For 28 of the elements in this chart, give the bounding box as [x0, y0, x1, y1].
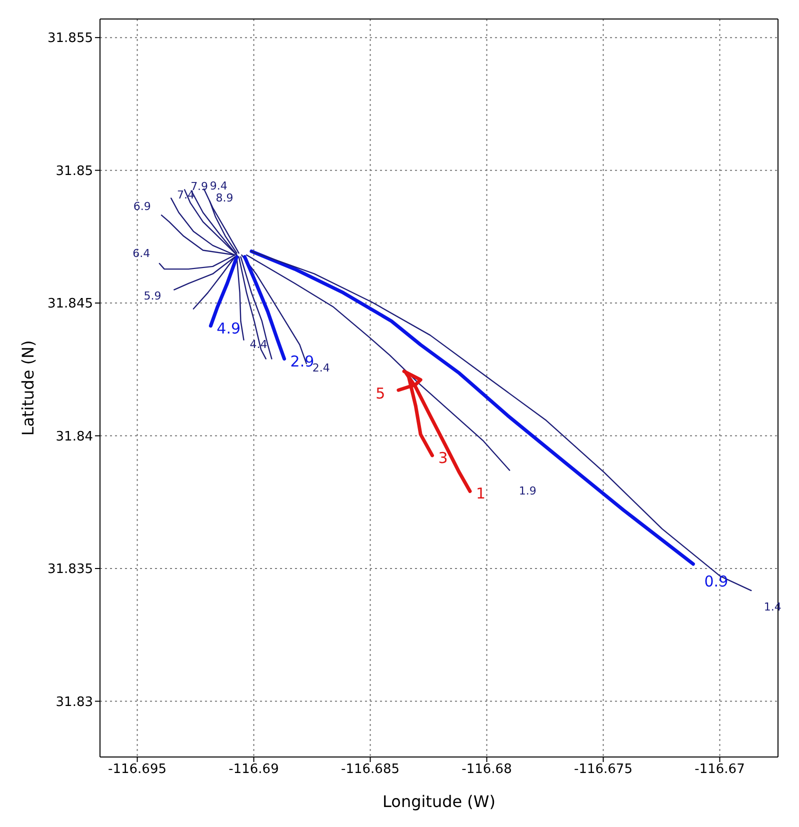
x-tick-label: -116.69 — [228, 762, 279, 778]
series-label: 5 — [376, 384, 386, 402]
y-axis-title: Latitude (N) — [18, 340, 38, 436]
y-tick-label: 31.835 — [48, 562, 93, 578]
x-tick-label: -116.67 — [694, 762, 745, 778]
x-tick-label: -116.675 — [574, 762, 632, 778]
x-tick-label: -116.685 — [341, 762, 400, 778]
series-label: 6.4 — [132, 246, 150, 260]
series-label: 3 — [438, 448, 448, 467]
y-tick-label: 31.845 — [48, 296, 93, 312]
x-tick-label: -116.695 — [108, 762, 167, 778]
series-label: 8.9 — [216, 191, 234, 204]
series-label: 6.9 — [133, 200, 151, 214]
series-label: 5.9 — [144, 289, 162, 302]
series-label: 0.9 — [704, 572, 728, 591]
series-label: 2.9 — [290, 352, 314, 371]
y-tick-label: 31.85 — [56, 164, 93, 179]
y-tick-label: 31.84 — [56, 429, 93, 444]
series-label: 1 — [476, 484, 486, 503]
x-axis-title: Longitude (W) — [382, 792, 496, 811]
series-label: 7.9 — [190, 180, 208, 194]
series-label: 2.4 — [312, 361, 330, 374]
series-label: 1.9 — [518, 484, 536, 498]
x-tick-label: -116.68 — [462, 762, 512, 778]
series-label: 4.9 — [216, 320, 241, 338]
series-label: 9.4 — [210, 179, 228, 192]
y-tick-label: 31.83 — [56, 694, 93, 710]
y-tick-label: 31.855 — [48, 31, 93, 46]
